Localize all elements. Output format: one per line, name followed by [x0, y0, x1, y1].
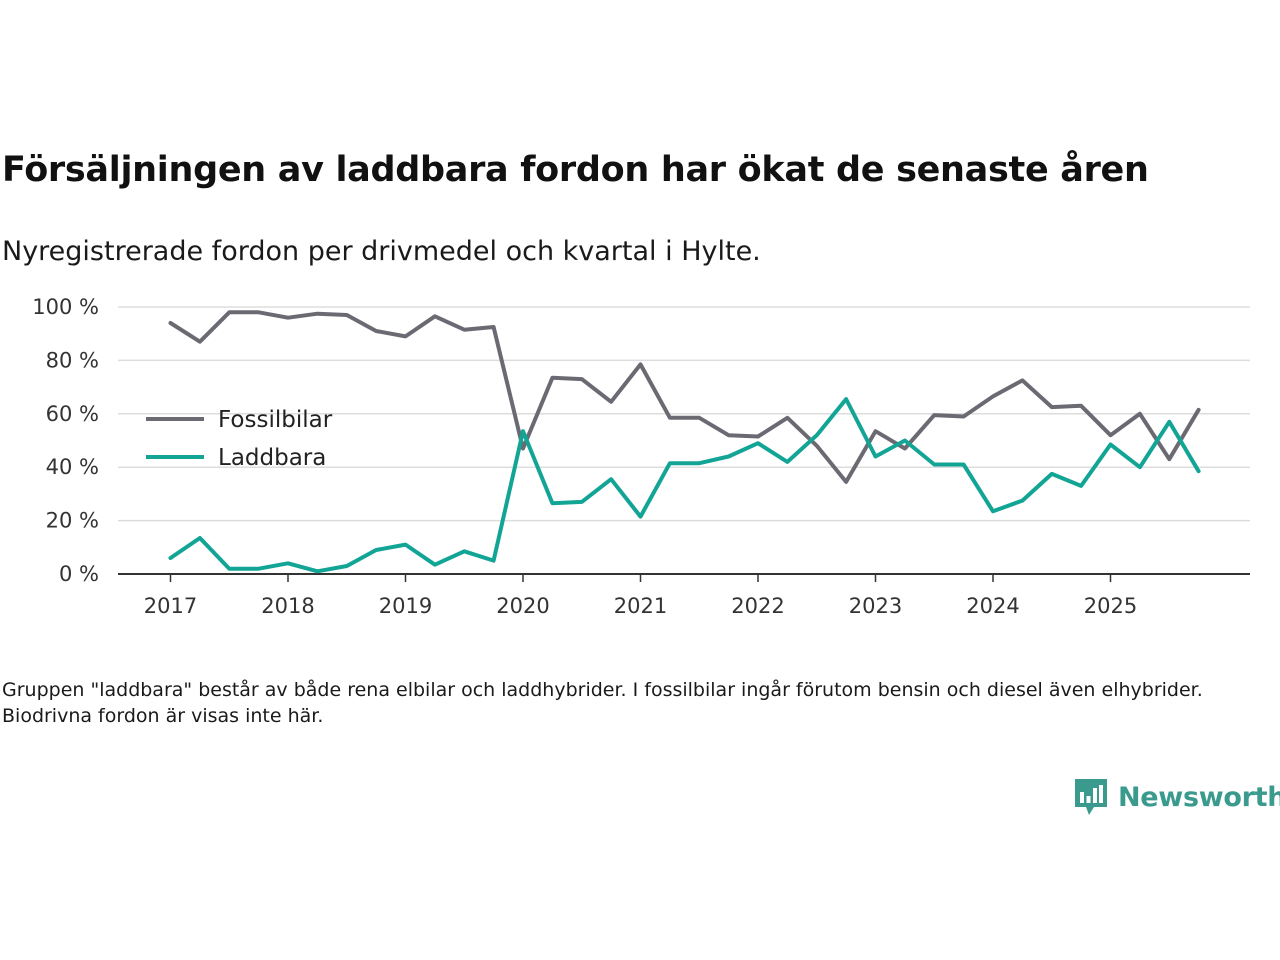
newsworthy-logo-icon — [1075, 779, 1107, 815]
x-tick-label: 2020 — [496, 594, 549, 618]
legend: Fossilbilar Laddbara — [146, 407, 333, 471]
y-tick-label: 100 % — [32, 295, 99, 319]
x-tick-label: 2019 — [379, 594, 432, 618]
x-tick-label: 2021 — [614, 594, 667, 618]
y-tick-label: 60 % — [46, 402, 99, 426]
brand-logo: Newsworthy — [1072, 776, 1280, 818]
y-tick-label: 40 % — [46, 455, 99, 479]
footnote: Gruppen "laddbara" består av både rena e… — [2, 679, 1203, 727]
y-tick-label: 80 % — [46, 348, 99, 372]
x-tick-label: 2023 — [849, 594, 902, 618]
series-line-laddbara — [168, 397, 1201, 574]
series-lines — [168, 310, 1201, 574]
x-tick-label: 2017 — [144, 594, 197, 618]
x-axis: 2017 2018 2019 2020 2021 2022 2023 2024 2025 — [118, 573, 1250, 618]
chart-title: Försäljningen av laddbara fordon har öka… — [2, 150, 1149, 190]
grid-lines — [118, 306, 1250, 522]
line-chart: 0 % 20 % 40 % 60 % 80 % 100 % 2017 2018 2019 202… — [32, 295, 1250, 618]
y-tick-label: 20 % — [46, 509, 99, 533]
x-tick-label: 2024 — [966, 594, 1019, 618]
brand-name: Newsworthy — [1118, 781, 1280, 813]
legend-label-laddbara: Laddbara — [218, 445, 326, 471]
x-tick-label: 2025 — [1084, 594, 1137, 618]
legend-label-fossil: Fossilbilar — [218, 407, 333, 433]
series-line-fossil — [168, 310, 1201, 484]
x-tick-label: 2022 — [731, 594, 784, 618]
y-tick-label: 0 % — [59, 562, 99, 586]
x-tick-label: 2018 — [261, 594, 314, 618]
chart-subtitle: Nyregistrerade fordon per drivmedel och … — [2, 236, 761, 267]
y-axis-ticks: 0 % 20 % 40 % 60 % 80 % 100 % — [32, 295, 99, 586]
